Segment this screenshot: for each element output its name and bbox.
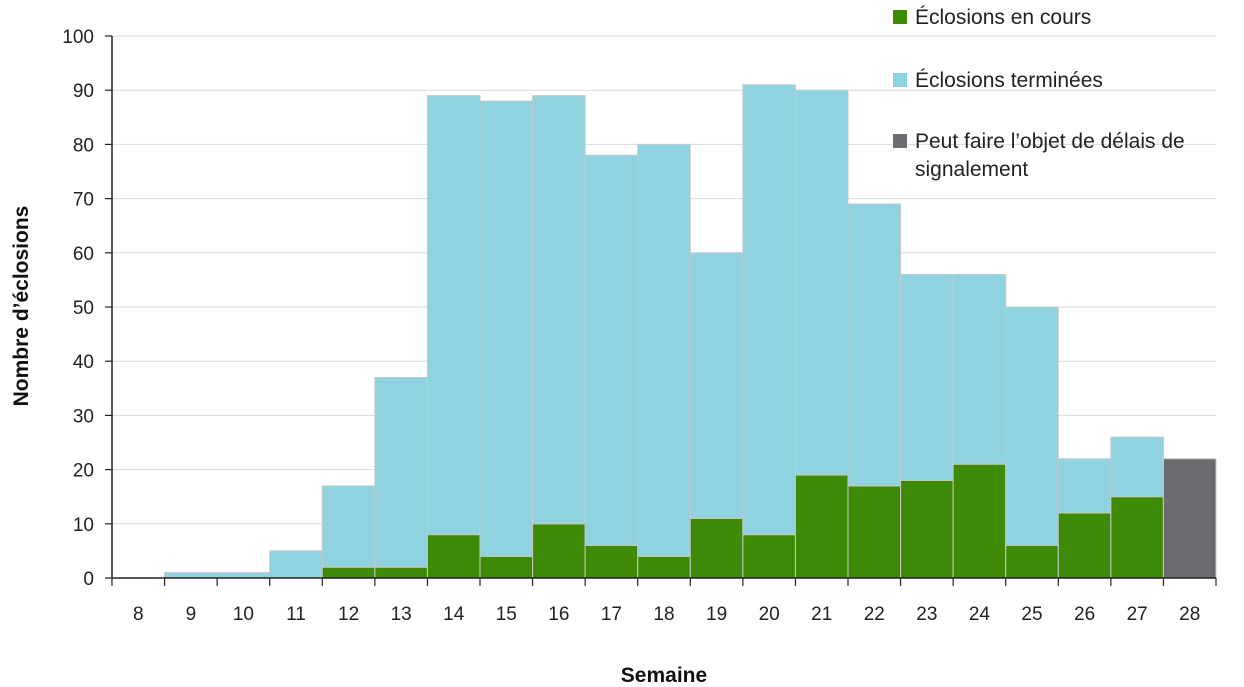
x-tick-label: 28 — [1179, 604, 1200, 625]
x-tick-label: 24 — [969, 604, 991, 625]
bar-23-series-1 — [900, 273, 954, 481]
legend-label-en-cours: Éclosions en cours — [915, 6, 1092, 29]
x-tick-label: 9 — [186, 604, 197, 625]
bar-15-series-1 — [479, 100, 534, 557]
y-tick-label: 30 — [73, 406, 94, 427]
legend-label-terminees: Éclosions terminées — [915, 69, 1103, 92]
bar-25-series-1 — [1005, 306, 1059, 546]
x-tick-label: 20 — [759, 604, 780, 625]
x-tick-label: 22 — [864, 604, 885, 625]
bar-19-series-1 — [689, 252, 744, 519]
y-tick-label: 0 — [83, 569, 94, 590]
bar-24-series-1 — [952, 273, 1007, 465]
bar-22-series-0 — [847, 485, 902, 579]
bar-16-series-1 — [532, 95, 586, 525]
legend-item-en-cours: Éclosions en cours — [893, 4, 1244, 32]
bar-20-series-1 — [742, 84, 796, 536]
bar-21-series-1 — [794, 89, 849, 476]
bar-9-series-1 — [164, 572, 218, 579]
bar-16-series-0 — [532, 523, 586, 579]
legend-label-delais: Peut faire l’objet de délais de signalem… — [915, 130, 1185, 181]
x-tick-label: 19 — [706, 604, 727, 625]
y-tick-labels: 0 10 20 30 40 50 60 70 80 90 100 — [62, 27, 112, 590]
bar-13-series-0 — [374, 566, 428, 579]
x-tick-label: 13 — [391, 604, 412, 625]
bar-11-series-1 — [269, 550, 323, 579]
bar-15-series-0 — [479, 555, 534, 579]
bar-22-series-1 — [847, 203, 902, 487]
x-tick-label: 12 — [338, 604, 359, 625]
bar-18-series-1 — [637, 143, 691, 557]
bar-23-series-0 — [900, 479, 954, 579]
x-tick-label: 17 — [601, 604, 622, 625]
bar-21-series-0 — [794, 474, 849, 579]
bar-27-series-0 — [1110, 496, 1164, 579]
bar-18-series-0 — [637, 555, 691, 579]
bar-10-series-1 — [216, 572, 271, 579]
y-tick-label: 70 — [73, 190, 94, 211]
bar-20-series-0 — [742, 534, 796, 579]
x-tick-label: 16 — [548, 604, 569, 625]
bar-13-series-1 — [374, 376, 428, 568]
bar-28-series-2 — [1162, 458, 1217, 579]
y-tick-label: 40 — [73, 352, 94, 373]
x-tick-label: 11 — [286, 604, 306, 625]
bar-24-series-0 — [952, 463, 1007, 579]
legend-swatch-en-cours — [893, 10, 907, 24]
x-tick-label: 25 — [1021, 604, 1042, 625]
bar-26-series-0 — [1057, 512, 1112, 579]
y-axis-title: Nombre d’éclosions — [10, 206, 33, 407]
bar-12-series-1 — [321, 485, 376, 568]
x-tick-label: 18 — [653, 604, 674, 625]
legend-item-terminees: Éclosions terminées — [893, 67, 1244, 95]
y-tick-label: 100 — [62, 27, 94, 48]
bars — [164, 84, 1217, 579]
legend-item-delais: Peut faire l’objet de délais de signalem… — [893, 128, 1244, 184]
y-tick-label: 90 — [73, 81, 94, 102]
bar-14-series-1 — [426, 95, 481, 536]
bar-17-series-1 — [584, 154, 639, 546]
y-tick-label: 50 — [73, 298, 94, 319]
x-axis-title: Semaine — [621, 664, 707, 687]
x-tick-label: 15 — [496, 604, 517, 625]
x-tick-labels: 8 9 10 11 12 13 14 15 16 17 18 19 20 21 22 23 24 25 26 27 28 — [111, 578, 1217, 625]
y-tick-label: 20 — [73, 461, 94, 482]
x-tick-label: 23 — [916, 604, 937, 625]
legend-swatch-terminees — [893, 73, 907, 87]
x-tick-label: 14 — [443, 604, 465, 625]
x-tick-label: 26 — [1074, 604, 1095, 625]
x-tick-label: 21 — [811, 604, 832, 625]
x-tick-label: 10 — [233, 604, 254, 625]
y-tick-label: 80 — [73, 135, 94, 156]
legend-swatch-delais — [893, 134, 907, 148]
y-tick-label: 60 — [73, 244, 94, 265]
x-tick-label: 8 — [133, 604, 144, 625]
bar-19-series-0 — [689, 517, 744, 579]
y-tick-label: 10 — [73, 515, 94, 536]
bar-14-series-0 — [426, 534, 481, 579]
bar-17-series-0 — [584, 544, 639, 579]
bar-12-series-0 — [321, 566, 376, 579]
x-tick-label: 27 — [1127, 604, 1148, 625]
bar-26-series-1 — [1057, 458, 1112, 514]
bar-25-series-0 — [1005, 544, 1059, 579]
bar-27-series-1 — [1110, 436, 1164, 498]
